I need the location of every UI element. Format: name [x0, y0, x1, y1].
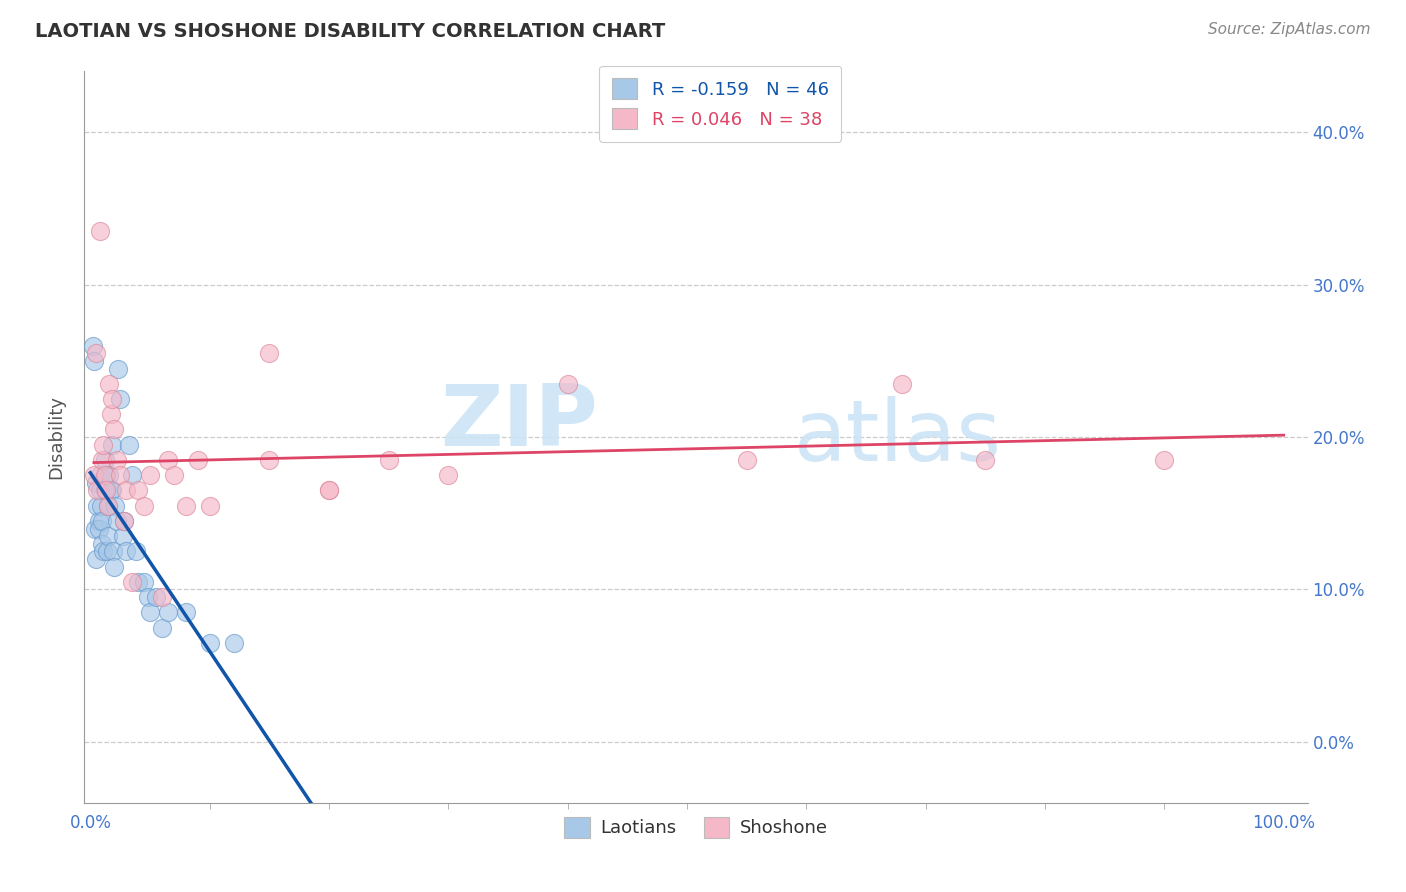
Text: LAOTIAN VS SHOSHONE DISABILITY CORRELATION CHART: LAOTIAN VS SHOSHONE DISABILITY CORRELATI…: [35, 22, 665, 41]
Point: [91, 537, 114, 551]
Point: [82, 338, 104, 352]
Point: [97, 499, 120, 513]
Y-axis label: Disability: Disability: [48, 395, 66, 479]
Point: [132, 574, 155, 589]
Point: [437, 468, 460, 483]
Point: [101, 483, 124, 498]
Point: [89, 224, 111, 238]
Point: [111, 529, 134, 543]
Point: [145, 590, 167, 604]
Point: [1153, 453, 1175, 467]
Point: [156, 605, 179, 619]
Point: [198, 636, 221, 650]
Legend: Laotians, Shoshone: Laotians, Shoshone: [557, 810, 835, 845]
Point: [89, 468, 111, 483]
Point: [174, 499, 197, 513]
Point: [101, 544, 124, 558]
Point: [108, 392, 131, 406]
Point: [93, 438, 115, 452]
Point: [86, 499, 108, 513]
Point: [101, 392, 124, 406]
Point: [112, 514, 135, 528]
Point: [174, 605, 197, 619]
Point: [259, 346, 281, 360]
Point: [163, 468, 186, 483]
Point: [93, 468, 115, 483]
Point: [84, 521, 107, 535]
Point: [150, 590, 173, 604]
Point: [101, 438, 124, 452]
Point: [139, 605, 162, 619]
Point: [84, 475, 107, 490]
Point: [108, 468, 131, 483]
Point: [97, 499, 120, 513]
Point: [93, 453, 115, 467]
Point: [115, 483, 138, 498]
Point: [87, 514, 110, 528]
Point: [121, 574, 143, 589]
Point: [121, 468, 143, 483]
Point: [318, 483, 340, 498]
Point: [136, 590, 159, 604]
Point: [83, 468, 105, 483]
Point: [318, 483, 340, 498]
Point: [89, 483, 111, 498]
Point: [107, 361, 129, 376]
Point: [103, 422, 125, 436]
Point: [97, 529, 120, 543]
Point: [124, 544, 146, 558]
Point: [150, 621, 173, 635]
Point: [91, 514, 114, 528]
Point: [94, 483, 117, 498]
Point: [83, 354, 105, 368]
Point: [156, 453, 179, 467]
Point: [94, 468, 117, 483]
Point: [974, 453, 997, 467]
Point: [84, 346, 107, 360]
Point: [139, 468, 162, 483]
Point: [100, 483, 122, 498]
Point: [104, 499, 127, 513]
Point: [127, 574, 149, 589]
Point: [93, 483, 115, 498]
Point: [98, 376, 121, 391]
Point: [222, 636, 245, 650]
Point: [112, 514, 135, 528]
Point: [557, 376, 579, 391]
Point: [87, 521, 110, 535]
Text: Source: ZipAtlas.com: Source: ZipAtlas.com: [1208, 22, 1371, 37]
Point: [84, 552, 107, 566]
Point: [735, 453, 758, 467]
Point: [96, 544, 118, 558]
Text: ZIP: ZIP: [440, 381, 598, 464]
Point: [115, 544, 138, 558]
Point: [890, 376, 912, 391]
Point: [117, 438, 139, 452]
Point: [127, 483, 149, 498]
Point: [198, 499, 221, 513]
Point: [98, 468, 121, 483]
Point: [377, 453, 399, 467]
Point: [259, 453, 281, 467]
Point: [105, 514, 128, 528]
Point: [105, 453, 128, 467]
Point: [90, 499, 112, 513]
Point: [132, 499, 155, 513]
Point: [93, 544, 115, 558]
Point: [103, 559, 125, 574]
Point: [91, 453, 114, 467]
Point: [187, 453, 209, 467]
Point: [86, 483, 108, 498]
Text: atlas: atlas: [794, 395, 1002, 479]
Point: [100, 407, 122, 421]
